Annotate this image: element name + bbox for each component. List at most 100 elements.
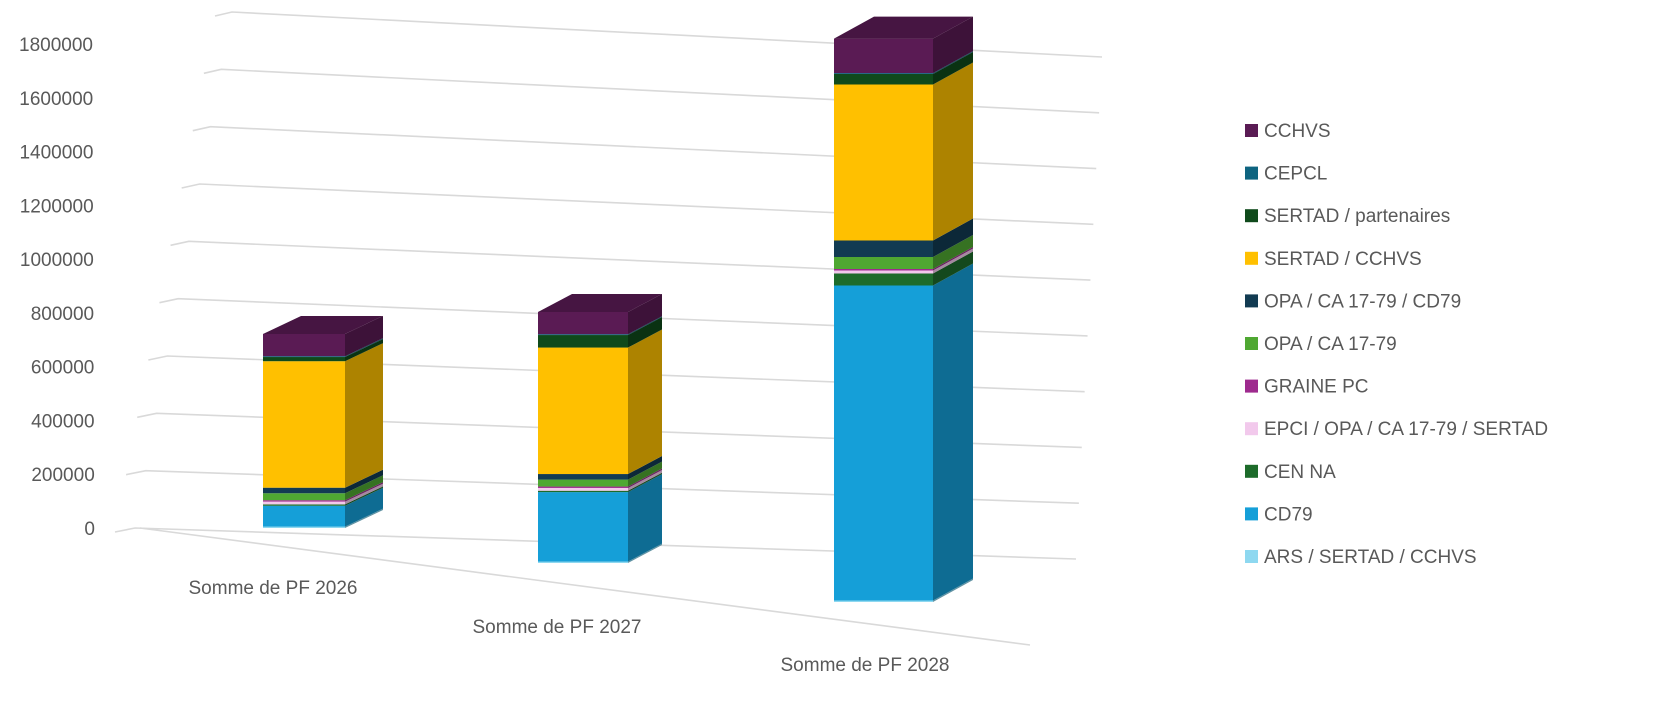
legend-swatch [1245,507,1258,521]
bar-segment-side [628,461,662,487]
legend-swatch [1245,124,1258,137]
legend-label: OPA / CA 17-79 [1264,334,1397,355]
legend-item: SERTAD / partenaires [1245,206,1450,227]
bar-segment [834,600,933,602]
x-category-label: Somme de PF 2028 [781,655,950,676]
bar-segment [538,334,628,336]
bar-segment-side [345,343,383,488]
x-axis: Somme de PF 2026 Somme de PF 2027 Somme de… [189,578,950,676]
bar-segment [834,257,933,269]
legend: CCHVS CEPCL SERTAD / partenaires SERTAD / C… [1245,121,1548,568]
bar-segment-side [628,472,662,493]
bar-stack [834,16,973,602]
gridline [125,469,1079,505]
floor-line [139,527,1031,646]
bar-segment [834,269,933,271]
legend-swatch [1245,422,1258,436]
bar-segment [538,486,628,488]
gridline [114,527,1077,560]
bar-segment [538,479,628,487]
bar-segment [263,487,345,494]
bars [263,16,973,602]
legend-label: SERTAD / partenaires [1264,206,1450,227]
legend-item: CEN NA [1245,462,1336,483]
x-category-label: Somme de PF 2026 [189,578,358,599]
bar-segment [834,73,933,74]
bar-segment [263,526,345,528]
legend-label: SERTAD / CCHVS [1264,249,1422,270]
bar-segment [263,501,345,505]
legend-swatch [1245,294,1258,308]
y-tick-label: 1600000 [19,89,93,110]
legend-swatch [1245,379,1258,393]
bar-segment [834,74,933,85]
bar-segment [538,311,628,335]
legend-label: CD79 [1264,504,1313,525]
legend-item: ARS / SERTAD / CCHVS [1245,547,1477,568]
legend-label: OPA / CA 17-79 / CD79 [1264,291,1461,312]
bar-segment-side [933,235,973,269]
bar-segment-side [933,218,973,257]
bar-top [263,315,383,334]
bar-segment-side [345,483,383,505]
legend-swatch [1245,209,1258,223]
bar-segment-side [933,251,973,286]
bar-stack [263,315,383,528]
gridline [214,11,1103,58]
legend-label: ARS / SERTAD / CCHVS [1264,547,1477,568]
bar-segment [834,38,933,74]
bar-segment-side [345,315,383,357]
bar-segment-side [933,52,973,85]
legend-label: EPCI / OPA / CA 17-79 / SERTAD [1264,419,1548,440]
bar-segment-side [933,263,973,601]
bar-segment-side [345,486,383,506]
bar-segment [834,240,933,257]
legend-item: CEPCL [1245,164,1327,185]
legend-label: CEPCL [1264,164,1327,185]
gridline [159,297,1088,337]
bar-segment-side [345,469,383,494]
y-tick-label: 0 [84,519,95,540]
bar-segment-side [628,468,662,488]
bar-segment [263,333,345,357]
legend-item: OPA / CA 17-79 / CD79 [1245,291,1461,312]
y-tick-label: 400000 [31,411,94,432]
bar-segment-side [345,482,383,502]
legend-item: CCHVS [1245,121,1331,142]
y-tick-label: 200000 [31,465,94,486]
bar-segment [263,504,345,506]
bar-segment [538,490,628,493]
bar-segment-side [345,338,383,358]
bar-segment [834,84,933,241]
legend-swatch [1245,251,1258,265]
gridline [137,412,1082,449]
bar-segment-side [933,51,973,74]
legend-item: CD79 [1245,504,1313,525]
bar-stack [538,293,662,563]
y-tick-label: 1000000 [20,250,94,271]
bar-segment [538,347,628,475]
bar-segment-side [628,317,662,348]
legend-label: GRAINE PC [1264,377,1369,398]
bar-segment-side [933,578,973,602]
bar-segment-side [628,329,662,475]
gridline [181,183,1094,226]
bar-segment-side [933,248,973,274]
bar-segment-side [345,508,383,528]
legend-item: GRAINE PC [1245,377,1369,398]
x-category-label: Somme de PF 2027 [473,617,642,638]
bar-segment [263,357,345,362]
bar-segment-side [345,339,383,362]
bar-segment [538,561,628,563]
bar-segment [538,335,628,348]
legend-label: CCHVS [1264,121,1331,142]
gridlines [114,11,1103,646]
bar-top [834,16,973,39]
bar-segment [263,493,345,501]
y-tick-label: 1800000 [19,35,93,56]
bar-segment [834,270,933,274]
legend-label: CEN NA [1264,462,1336,483]
bar-segment-side [933,16,973,74]
bar-segment-side [628,474,662,562]
